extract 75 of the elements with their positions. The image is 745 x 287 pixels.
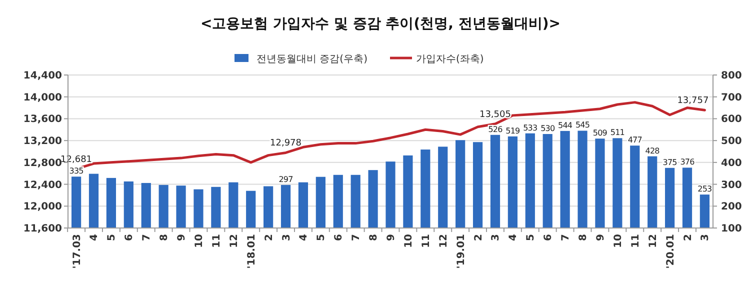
y-tick-label: 11,600 (23, 224, 62, 234)
x-tick-label: 9 (595, 234, 606, 241)
x-tick-label: 5 (526, 234, 537, 241)
data-label: 297 (278, 174, 294, 184)
data-label: 526 (488, 124, 503, 134)
x-tick-label: 11 (420, 234, 432, 248)
data-label: 545 (575, 120, 590, 130)
y2-tick-label: 800 (721, 70, 742, 82)
data-label: 533 (523, 123, 538, 132)
data-label: 253 (698, 184, 712, 194)
x-tick-label: 7 (560, 234, 572, 241)
x-tick-label: 8 (368, 234, 380, 241)
x-tick-label: 6 (543, 234, 554, 241)
x-tick-label: 2 (682, 234, 694, 241)
data-label: 477 (628, 136, 642, 145)
x-tick-label: 3 (281, 234, 292, 241)
x-tick-label: 5 (316, 234, 328, 241)
data-label: 12,681 (60, 154, 92, 165)
x-tick-label: 9 (176, 234, 188, 241)
x-tick-label: 4 (508, 234, 520, 241)
x-tick-label: 2 (264, 234, 275, 241)
y2-tick-label: 400 (721, 158, 742, 169)
chart-title: <고용보험 가입자수 및 증감 추이(천명, 전년동월대비)> (200, 16, 560, 32)
y-tick-label: 14,000 (23, 92, 62, 104)
legend-label: 전년동월대비 증감(우축) (256, 54, 368, 65)
data-label: 428 (645, 146, 660, 156)
data-label: 509 (592, 128, 608, 138)
y-tick-label: 14,400 (23, 70, 62, 82)
y-tick-label: 13,600 (23, 114, 62, 126)
x-tick-label: 8 (159, 234, 170, 241)
x-tick-label: '20.01 (665, 234, 676, 269)
x-tick-label: 9 (386, 234, 397, 241)
x-tick-label: 4 (298, 234, 310, 241)
x-tick-label: 7 (142, 234, 153, 241)
y-tick-label: 12,000 (23, 202, 62, 213)
x-tick-label: 5 (106, 234, 118, 241)
x-tick-label: 3 (700, 234, 712, 241)
x-tick-label: '18.01 (246, 234, 258, 269)
x-tick-label: '17.03 (72, 234, 83, 269)
data-label: 375 (662, 158, 678, 167)
y-tick-label: 13,200 (23, 136, 62, 148)
x-tick-label: 12 (228, 234, 240, 248)
y2-tick-label: 100 (721, 224, 742, 234)
x-tick-label: 11 (211, 234, 222, 248)
y-tick-label: 12,400 (23, 180, 62, 191)
data-label: 376 (680, 158, 695, 167)
y2-tick-label: 700 (721, 92, 742, 104)
x-tick-label: 6 (124, 234, 136, 241)
data-label: 13,757 (677, 96, 709, 106)
y2-tick-label: 200 (721, 202, 742, 213)
data-label: 335 (69, 166, 84, 176)
x-tick-label: 4 (89, 234, 100, 241)
data-label: 519 (506, 126, 520, 136)
x-tick-label: 6 (334, 234, 345, 241)
x-tick-label: 11 (630, 234, 642, 248)
data-label: 13,505 (479, 110, 511, 120)
x-tick-label: 12 (438, 234, 450, 248)
x-tick-label: 8 (578, 234, 590, 241)
data-label: 530 (540, 124, 555, 134)
x-tick-label: 10 (194, 234, 205, 248)
legend-label: 가입자수(좌축) (416, 54, 484, 65)
y2-tick-label: 300 (721, 180, 742, 191)
x-tick-label: '19.01 (456, 234, 467, 269)
x-tick-label: 10 (612, 234, 624, 248)
x-tick-label: 10 (403, 234, 414, 248)
x-tick-label: 3 (490, 234, 502, 241)
data-label: 511 (610, 128, 625, 138)
y2-tick-label: 500 (721, 136, 742, 148)
data-label: 544 (558, 120, 572, 130)
x-tick-label: 7 (351, 234, 362, 241)
x-tick-label: 12 (648, 234, 659, 248)
data-label: 12,978 (270, 138, 302, 149)
y-tick-label: 12,800 (23, 158, 62, 169)
y2-tick-label: 600 (721, 114, 742, 126)
x-tick-label: 2 (473, 234, 484, 241)
